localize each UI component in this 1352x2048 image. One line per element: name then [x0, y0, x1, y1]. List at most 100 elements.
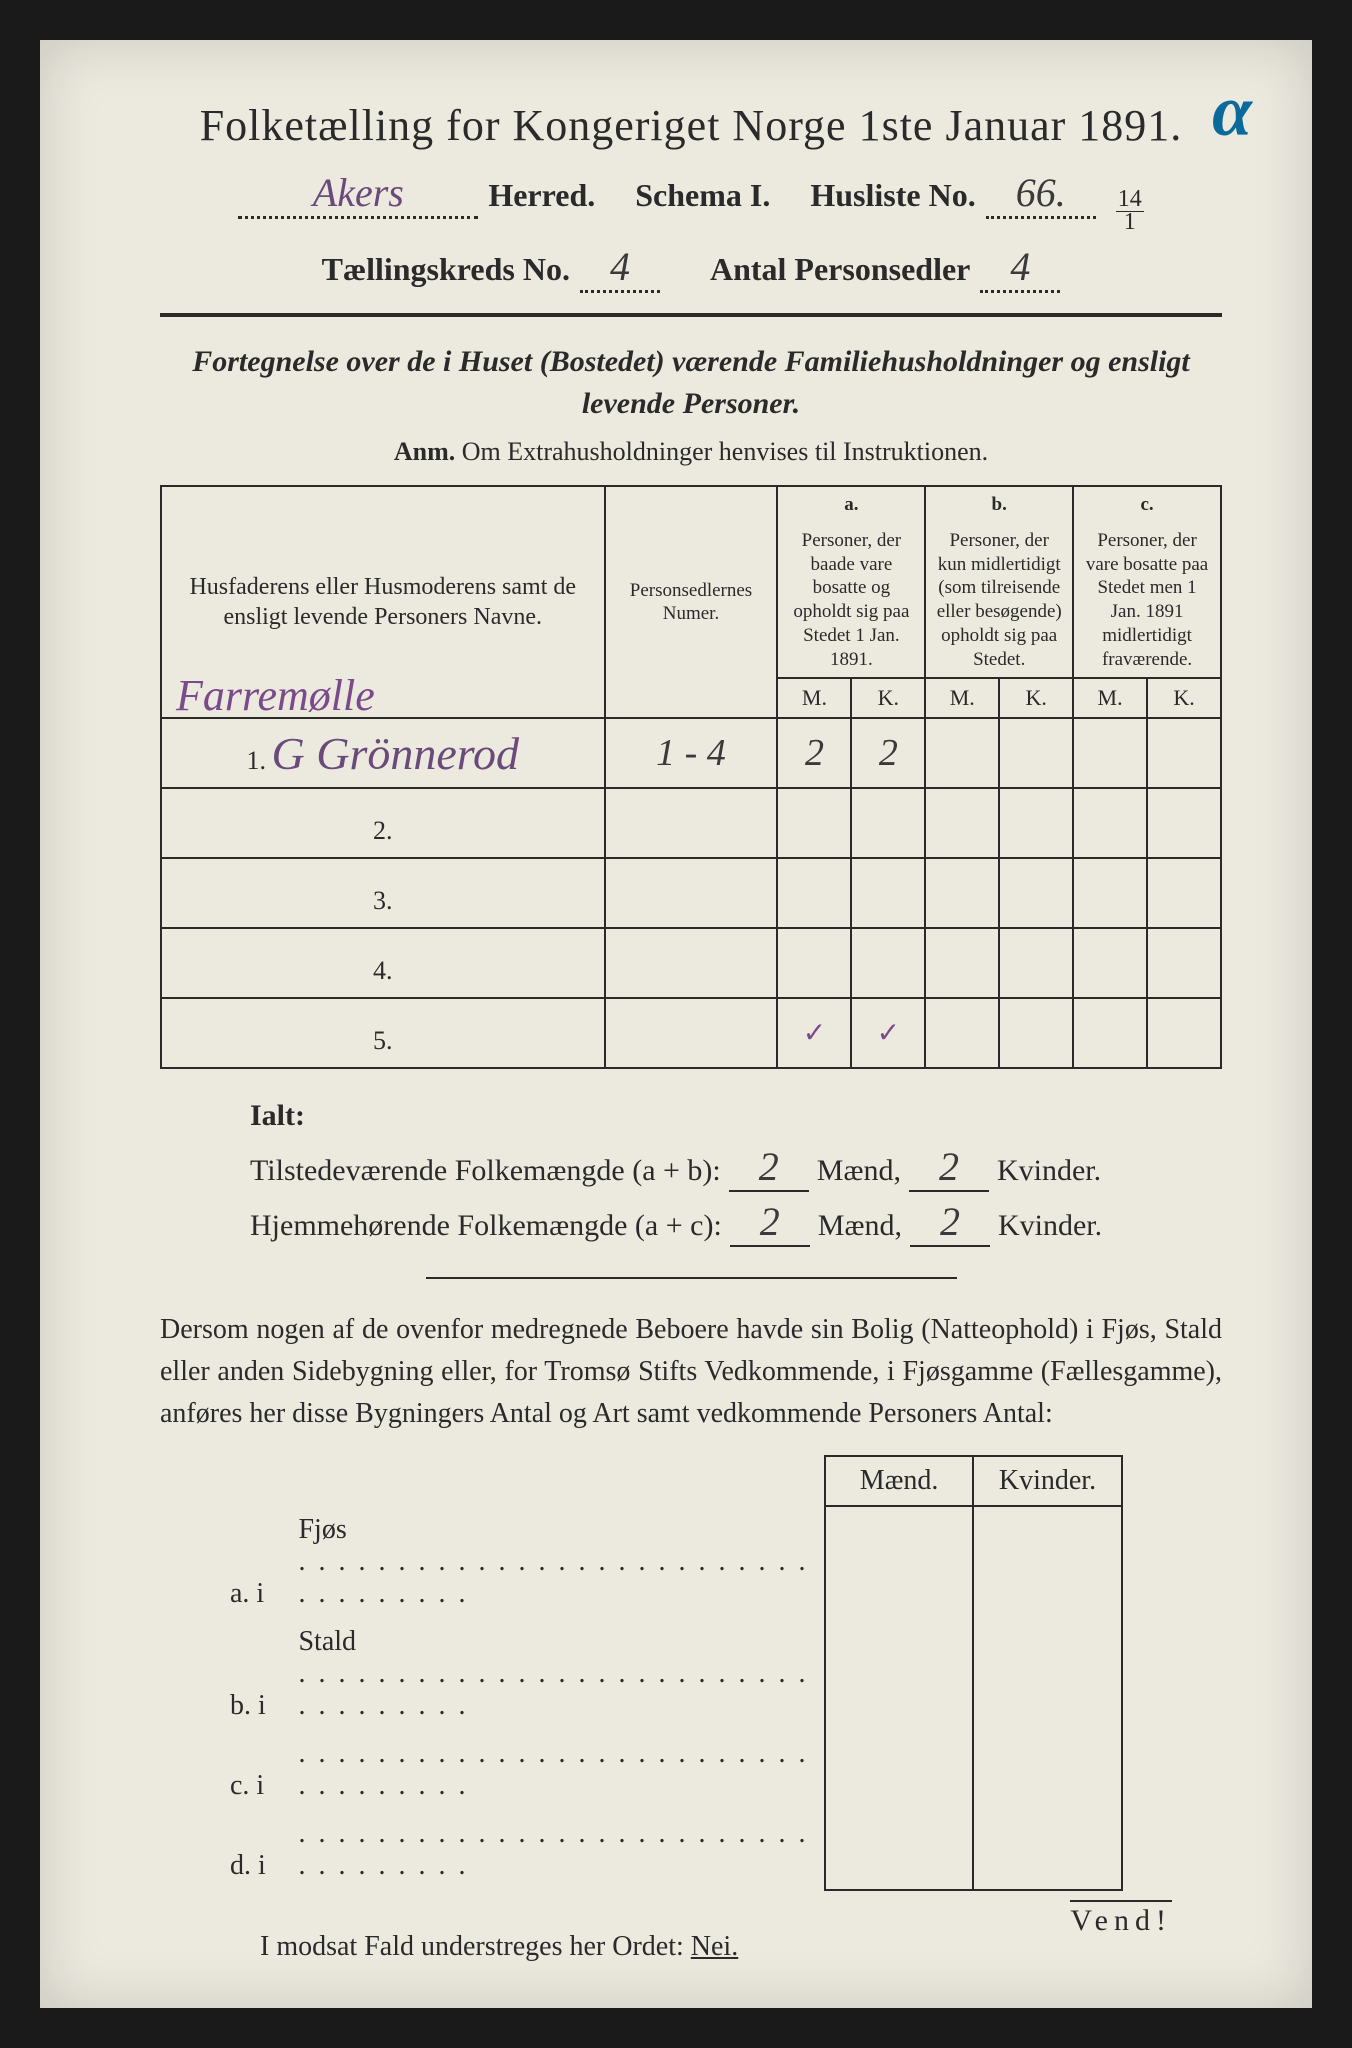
bldg-row-label: b. i	[220, 1618, 288, 1730]
table-row: 2.	[161, 788, 1221, 858]
kvinder-label: Kvinder.	[998, 1209, 1102, 1243]
col-num-header: Personsedlernes Numer.	[605, 486, 778, 718]
maend-label: Mænd,	[817, 1154, 901, 1188]
total-l1-m: 2	[729, 1143, 809, 1192]
m-label: M.	[777, 678, 851, 718]
cell-a_m: 2	[777, 718, 851, 788]
fraction-bot: 1	[1124, 212, 1136, 234]
corner-annotation: α	[1212, 70, 1252, 153]
cell-a_m	[777, 788, 851, 858]
row-name-cell: 1. G Grönnerod	[161, 718, 605, 788]
cell-b_m	[925, 858, 999, 928]
m-label: M.	[925, 678, 999, 718]
antal-label: Antal Personsedler	[710, 251, 970, 288]
cell-b_k	[999, 928, 1073, 998]
cell-num	[605, 998, 778, 1068]
husliste-fraction: 14 1	[1116, 189, 1144, 233]
row-name-cell: 3.	[161, 858, 605, 928]
table-row: 4.	[161, 928, 1221, 998]
cell-b_k	[999, 788, 1073, 858]
cell-c_m	[1073, 928, 1147, 998]
bldg-row-name: Stald . . . . . . . . . . . . . . . . . …	[288, 1618, 824, 1730]
bldg-maend-cell	[825, 1618, 973, 1730]
total-line2-label: Hjemmehørende Folkemængde (a + c):	[250, 1209, 722, 1243]
building-table: Mænd. Kvinder. a. iFjøs . . . . . . . . …	[220, 1455, 1123, 1891]
schema-label: Schema I.	[635, 177, 770, 214]
total-l1-k: 2	[909, 1143, 989, 1192]
nei-word: Nei.	[691, 1931, 738, 1962]
cell-b_k	[999, 998, 1073, 1068]
table-row: 3.	[161, 858, 1221, 928]
k-label: K.	[851, 678, 925, 718]
divider	[426, 1277, 957, 1279]
cell-c_k	[1147, 998, 1221, 1068]
bldg-row-name: Fjøs . . . . . . . . . . . . . . . . . .…	[288, 1506, 824, 1618]
cell-c_m	[1073, 788, 1147, 858]
header-row-1: Akers Herred. Schema I. Husliste No. 66.…	[160, 169, 1222, 233]
cell-c_k	[1147, 788, 1221, 858]
anm-label: Anm.	[394, 437, 455, 466]
bldg-row: a. iFjøs . . . . . . . . . . . . . . . .…	[220, 1506, 1122, 1618]
bldg-kvinder-cell	[973, 1618, 1121, 1730]
census-form-page: α Folketælling for Kongeriget Norge 1ste…	[40, 40, 1312, 2008]
cell-a_k: ✓	[851, 998, 925, 1068]
anm-line: Anm. Om Extrahusholdninger henvises til …	[160, 437, 1222, 467]
cell-a_k	[851, 788, 925, 858]
cell-b_m	[925, 928, 999, 998]
cell-num	[605, 858, 778, 928]
col-c-header: Personer, der vare bosatte paa Stedet me…	[1073, 523, 1221, 679]
nei-pre: I modsat Fald understreges her Ordet:	[260, 1931, 691, 1962]
husliste-value: 66.	[986, 169, 1096, 219]
cell-a_m	[777, 928, 851, 998]
col-a-header: Personer, der baade vare bosatte og opho…	[777, 523, 925, 679]
cell-num	[605, 788, 778, 858]
cell-a_k: 2	[851, 718, 925, 788]
cell-c_k	[1147, 858, 1221, 928]
k-label: K.	[999, 678, 1073, 718]
cell-num: 1 - 4	[605, 718, 778, 788]
cell-a_k	[851, 928, 925, 998]
header-row-2: Tællingskreds No. 4 Antal Personsedler 4	[160, 243, 1222, 293]
herred-label: Herred.	[488, 177, 595, 214]
cell-a_m	[777, 858, 851, 928]
herred-value: Akers	[238, 169, 478, 219]
building-paragraph: Dersom nogen af de ovenfor medregnede Be…	[160, 1309, 1222, 1435]
kreds-label: Tællingskreds No.	[322, 251, 570, 288]
total-l2-k: 2	[910, 1198, 990, 1247]
bldg-maend-cell	[825, 1506, 973, 1618]
cell-b_m	[925, 788, 999, 858]
census-table: Husfaderens eller Husmoderens samt de en…	[160, 485, 1222, 1069]
cell-a_m: ✓	[777, 998, 851, 1068]
maend-label: Mænd,	[818, 1209, 902, 1243]
bldg-kvinder-cell	[973, 1506, 1121, 1618]
place-name: Farremølle	[176, 668, 375, 723]
k-label: K.	[1147, 678, 1221, 718]
bldg-row: c. i . . . . . . . . . . . . . . . . . .…	[220, 1730, 1122, 1810]
bldg-maend-header: Mænd.	[825, 1456, 973, 1506]
col-c-label: c.	[1082, 493, 1212, 517]
col-name-header: Husfaderens eller Husmoderens samt de en…	[189, 574, 576, 630]
cell-c_k	[1147, 718, 1221, 788]
bldg-row-label: c. i	[220, 1730, 288, 1810]
cell-c_k	[1147, 928, 1221, 998]
bldg-row: d. i . . . . . . . . . . . . . . . . . .…	[220, 1810, 1122, 1890]
cell-b_m	[925, 718, 999, 788]
divider	[160, 313, 1222, 317]
vend-label: Vend!	[1070, 1900, 1172, 1938]
table-row: 5. ✓✓	[161, 998, 1221, 1068]
cell-c_m	[1073, 998, 1147, 1068]
kvinder-label: Kvinder.	[997, 1154, 1101, 1188]
husliste-label: Husliste No.	[810, 177, 975, 214]
bldg-kvinder-cell	[973, 1730, 1121, 1810]
row-name-cell: 4.	[161, 928, 605, 998]
bldg-row: b. iStald . . . . . . . . . . . . . . . …	[220, 1618, 1122, 1730]
antal-value: 4	[980, 243, 1060, 293]
m-label: M.	[1073, 678, 1147, 718]
anm-text: Om Extrahusholdninger henvises til Instr…	[462, 437, 988, 466]
cell-num	[605, 928, 778, 998]
cell-b_k	[999, 718, 1073, 788]
ialt-label: Ialt:	[250, 1099, 1222, 1133]
kreds-value: 4	[580, 243, 660, 293]
bldg-kvinder-header: Kvinder.	[973, 1456, 1121, 1506]
bldg-row-label: a. i	[220, 1506, 288, 1618]
